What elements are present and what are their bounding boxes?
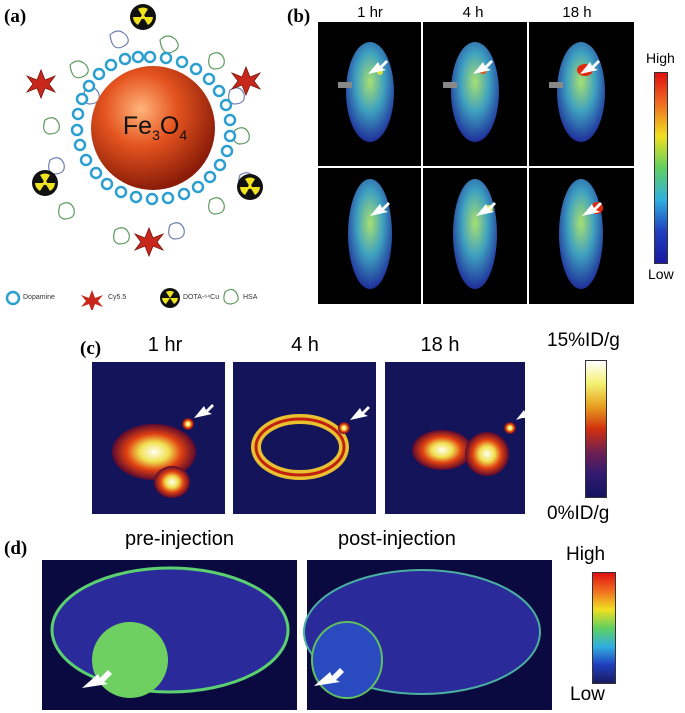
legend-cy55: Cy5.5 <box>108 294 127 301</box>
cy55-markers <box>25 65 262 258</box>
legend-hsa: HSA <box>243 294 258 301</box>
panel-b-time-2: 4 h <box>462 4 484 21</box>
legend-icons <box>5 288 239 310</box>
panel-a-label: (a) <box>4 6 27 27</box>
legend-dota: DOTA-⁶⁴Cu <box>183 294 220 301</box>
pet-imaging-row <box>92 362 525 514</box>
panel-b-scale-high: High <box>646 50 675 66</box>
panel-b-scale-low: Low <box>648 266 674 282</box>
mri-imaging-row <box>42 560 552 710</box>
fe3o4-core <box>91 66 215 190</box>
dopamine-shell <box>70 50 237 206</box>
panel-d-colorbar <box>592 572 616 684</box>
radio-symbols <box>32 4 263 200</box>
arrow-icons <box>368 60 602 216</box>
nanoparticle-diagram <box>5 4 263 310</box>
panel-c-time-2: 4 h <box>291 334 319 356</box>
panel-d-scale-high: High <box>566 544 606 565</box>
pet-arrow-icons <box>194 404 525 420</box>
core-formula: Fe3O4 <box>122 112 188 143</box>
optical-imaging-grid <box>318 22 634 304</box>
legend-dopamine: Dopamine <box>23 294 55 301</box>
panel-b-time-3: 18 h <box>562 4 592 21</box>
panel-c-time-3: 18 h <box>420 334 460 356</box>
panel-c-label: (c) <box>80 338 102 359</box>
panel-c-colorbar <box>585 360 607 498</box>
panel-d-heading-post: post-injection <box>338 528 456 550</box>
panel-d-label: (d) <box>4 538 28 559</box>
panel-d-scale-low: Low <box>570 684 605 705</box>
panel-b-time-1: 1 hr <box>357 4 383 21</box>
mri-arrow-icons <box>82 668 344 688</box>
panel-b-label: (b) <box>287 6 311 27</box>
panel-c-time-1: 1 hr <box>147 334 183 356</box>
panel-d-heading-pre: pre-injection <box>125 528 234 550</box>
panel-c-scale-low: 0%ID/g <box>547 503 610 524</box>
panel-b-colorbar <box>654 72 668 264</box>
panel-c-scale-high: 15%ID/g <box>547 330 620 351</box>
